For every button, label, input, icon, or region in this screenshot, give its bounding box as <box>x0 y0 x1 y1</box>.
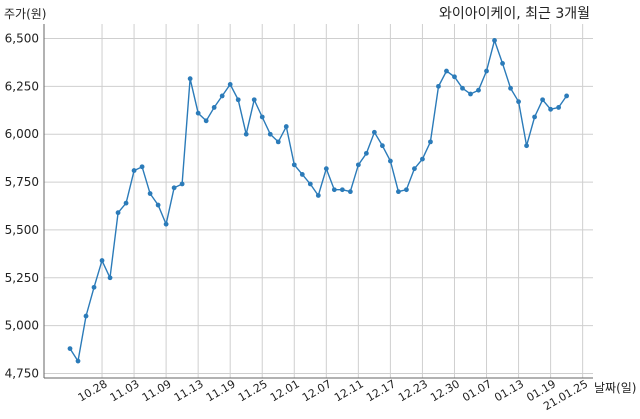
data-point <box>203 118 209 124</box>
data-point <box>219 93 225 99</box>
x-tick-label: 01.13 <box>492 377 526 404</box>
data-point <box>492 38 497 43</box>
grid-lines <box>44 24 593 378</box>
y-tick-label: 6,250 <box>5 79 39 93</box>
data-point <box>307 181 313 187</box>
data-point <box>211 105 217 110</box>
y-tick-label: 5,750 <box>5 175 39 189</box>
x-tick-label: 10.28 <box>76 377 110 404</box>
x-tick-labels: 10.2811.0311.0911.1311.1911.2512.0112.07… <box>76 377 590 413</box>
y-tick-label: 5,250 <box>5 271 39 285</box>
data-point <box>275 139 281 145</box>
x-tick-label: 12.30 <box>428 377 462 404</box>
data-point <box>259 114 265 120</box>
data-point <box>123 200 129 206</box>
data-point <box>508 85 513 91</box>
data-point <box>155 202 161 208</box>
y-tick-label: 6,000 <box>5 127 39 141</box>
price-series-line <box>69 37 568 363</box>
x-tick-label: 11.13 <box>172 377 206 404</box>
price-series-points <box>67 38 570 364</box>
data-point <box>532 114 537 120</box>
data-point <box>460 85 465 91</box>
x-tick-label: 12.01 <box>268 377 302 404</box>
data-point <box>363 150 369 156</box>
data-point <box>388 158 393 164</box>
data-point <box>251 97 257 103</box>
data-point <box>468 91 473 97</box>
data-point <box>500 60 505 66</box>
data-point <box>331 187 337 193</box>
data-point <box>476 87 481 93</box>
data-point <box>548 106 553 112</box>
data-point <box>283 124 289 129</box>
data-point <box>195 110 201 116</box>
data-point <box>235 97 241 103</box>
x-tick-label: 12.11 <box>332 377 366 404</box>
x-tick-label: 01.07 <box>460 377 494 404</box>
data-point <box>339 187 345 193</box>
y-tick-labels: 4,750 5,000 5,250 5,500 5,750 6,000 6,250 6,500 <box>5 32 39 381</box>
data-point <box>99 258 105 263</box>
data-point <box>171 185 177 191</box>
x-tick-label: 11.19 <box>204 377 238 404</box>
data-point <box>516 99 521 105</box>
data-point <box>396 189 401 195</box>
data-point <box>299 172 305 177</box>
axes <box>43 24 593 379</box>
data-point <box>420 156 425 162</box>
y-axis-label: 주가(원) <box>4 7 46 21</box>
data-point <box>452 74 457 80</box>
data-point <box>227 82 233 87</box>
x-tick-label: 12.07 <box>300 377 334 404</box>
x-tick-label: 12.17 <box>364 377 398 404</box>
x-axis-label: 날짜(일) <box>594 381 636 395</box>
data-point <box>315 193 321 198</box>
x-tick-label: 11.09 <box>140 377 174 404</box>
data-point <box>371 129 377 135</box>
x-tick-label: 11.03 <box>108 377 142 404</box>
data-point <box>107 275 113 281</box>
y-tick-label: 5,000 <box>5 319 39 333</box>
data-point <box>91 284 97 290</box>
data-point <box>404 187 409 193</box>
data-point <box>444 68 449 74</box>
data-point <box>355 162 361 168</box>
data-point <box>291 162 297 168</box>
data-point <box>347 189 353 195</box>
data-point <box>323 166 329 172</box>
data-point <box>139 164 145 170</box>
data-point <box>379 143 385 149</box>
data-point <box>436 83 441 89</box>
data-point <box>131 168 137 173</box>
data-point <box>556 105 562 110</box>
data-point <box>484 68 489 74</box>
data-point <box>187 76 193 82</box>
data-point <box>115 210 121 216</box>
data-point <box>75 358 81 364</box>
data-point <box>243 131 249 137</box>
data-point <box>267 131 273 137</box>
x-tick-label: 12.23 <box>396 377 430 404</box>
y-tick-label: 6,500 <box>5 32 39 46</box>
data-point <box>564 93 570 99</box>
chart-title: 와이아이케이, 최근 3개월 <box>439 6 590 22</box>
data-point <box>524 143 529 149</box>
data-point <box>428 139 433 145</box>
y-tick-label: 4,750 <box>5 367 39 381</box>
y-tick-label: 5,500 <box>5 223 39 237</box>
data-point <box>163 221 169 227</box>
data-point <box>147 191 153 196</box>
data-point <box>412 166 417 172</box>
data-point <box>540 97 545 103</box>
data-point <box>83 313 89 319</box>
x-tick-label: 11.25 <box>236 377 270 404</box>
data-point <box>179 181 185 187</box>
data-point <box>67 346 73 352</box>
